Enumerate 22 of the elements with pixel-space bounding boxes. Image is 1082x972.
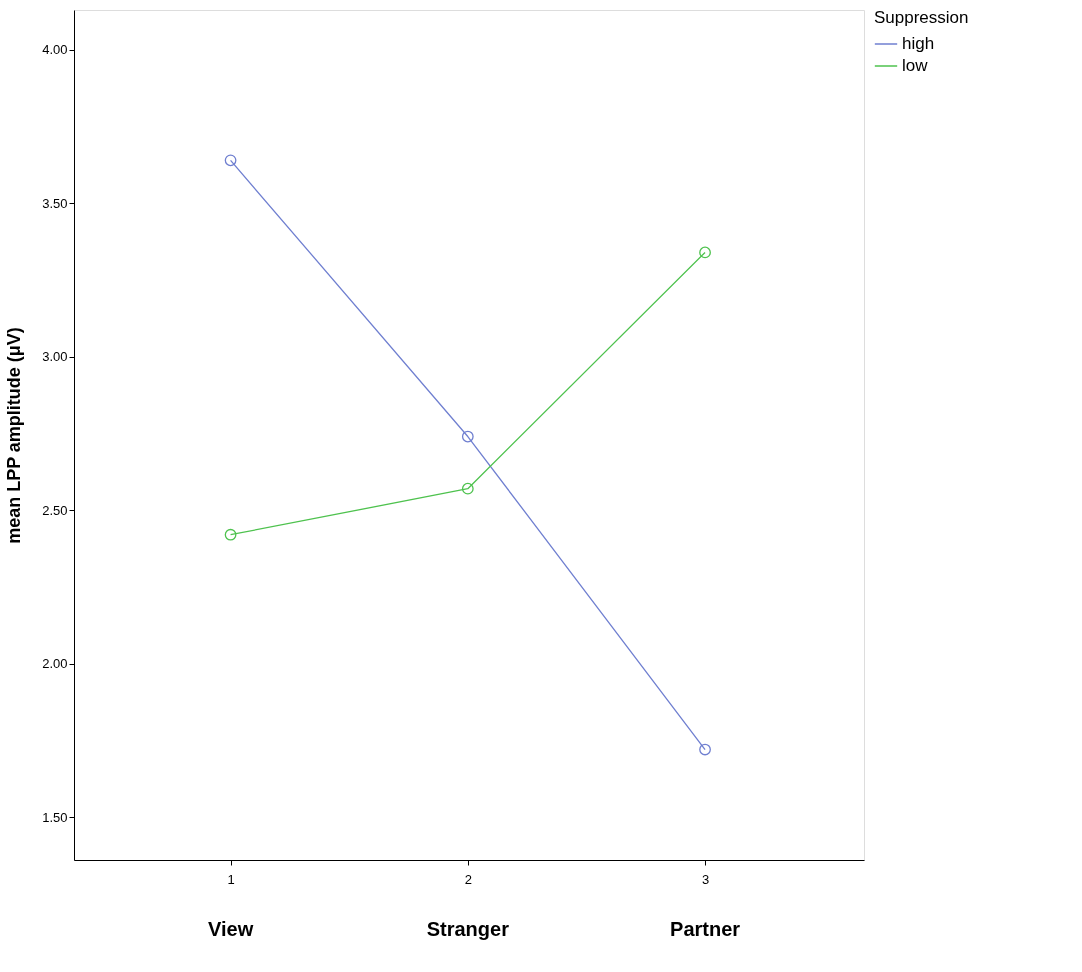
y-tick-label: 2.00 — [42, 656, 68, 672]
y-tick-label: 3.50 — [42, 195, 68, 211]
y-tick-label: 2.50 — [42, 502, 68, 518]
y-axis-title: mean LPP amplitude (μV) — [4, 327, 25, 544]
point — [224, 528, 237, 541]
text: Stranger — [426, 918, 510, 940]
y-tick-label: 1.50 — [42, 809, 68, 825]
legend-title: Suppression — [874, 8, 969, 27]
point — [699, 743, 711, 756]
x-tick-label: 3 — [701, 871, 710, 887]
point — [461, 430, 474, 443]
x-tick-label: 1 — [227, 871, 235, 887]
point — [699, 246, 711, 259]
point — [224, 154, 237, 167]
y-tick-label: 4.00 — [42, 42, 68, 58]
y-tick-label: 3.00 — [42, 349, 68, 365]
x-tick-label: 2 — [464, 871, 472, 887]
point — [461, 482, 474, 495]
legend-label: high — [902, 34, 935, 53]
text: Partner — [670, 918, 741, 940]
legend-label: low — [902, 56, 929, 75]
text: View — [207, 918, 254, 940]
